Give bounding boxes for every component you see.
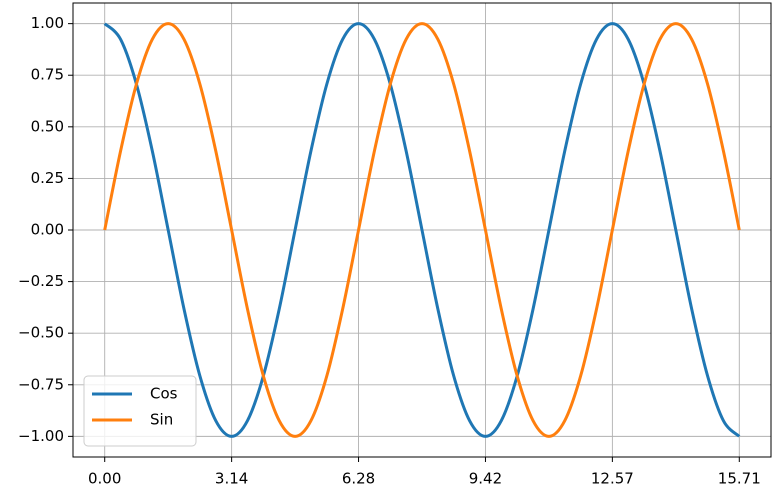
x-tick-label: 15.71 [718,470,761,488]
legend-label: Sin [150,411,173,429]
x-tick-label: 3.14 [215,470,248,488]
y-tick-label: 0.00 [31,221,64,239]
legend-box [83,375,197,447]
y-tick-label: −1.00 [18,427,64,445]
x-tick-label: 12.57 [591,470,634,488]
plot-frame [72,2,772,458]
x-tick-label: 6.28 [342,470,375,488]
x-tick-label: 0.00 [88,470,121,488]
y-tick-label: 0.50 [31,117,64,135]
line-series [103,22,741,438]
y-tick-label: −0.50 [18,324,64,342]
legend: Cos Sin [83,375,197,447]
line-series [103,22,741,438]
y-tick-label: 1.00 [31,14,64,32]
y-tick-label: 0.75 [31,66,64,84]
y-tick-label: 0.25 [31,169,64,187]
legend-label: Cos [150,385,178,403]
y-tick-label: −0.25 [18,272,64,290]
y-tick-label: −0.75 [18,375,64,393]
x-tick-label: 9.42 [469,470,502,488]
